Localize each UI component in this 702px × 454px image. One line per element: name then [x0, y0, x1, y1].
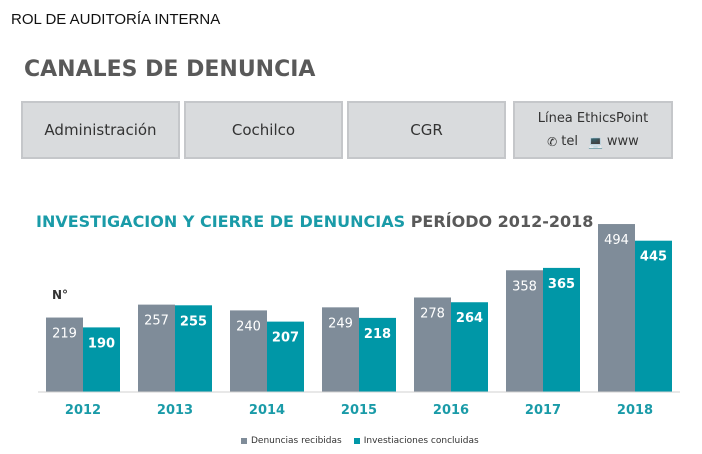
channel-cgr: CGR: [347, 101, 506, 159]
bar-concluded-2012: [83, 327, 120, 392]
data-label-concluded-2018: 445: [640, 250, 667, 265]
bar-concluded-2017: [543, 267, 580, 392]
data-label-concluded-2015: 218: [364, 327, 391, 342]
x-tick-label-2014: 2014: [249, 403, 285, 418]
legend-item-concluded: Investiaciones concluidas: [353, 436, 479, 446]
x-tick-label-2018: 2018: [617, 403, 653, 418]
legend-swatch-concluded: [353, 438, 360, 444]
channel-label: Línea EthicsPoint: [537, 111, 649, 126]
section-title: CANALES DE DENUNCIA: [24, 57, 316, 82]
channel-cochilco: Cochilco: [184, 101, 343, 159]
legend-item-received: Denuncias recibidas: [241, 436, 342, 446]
data-label-received-2015: 249: [328, 316, 353, 331]
x-tick-label-2016: 2016: [433, 403, 469, 418]
page-header-label: ROL DE AUDITORÍA INTERNA: [11, 11, 221, 28]
channel-ethicspoint: Línea EthicsPoint ✆ tel 💻 www: [513, 101, 673, 159]
bar-concluded-2014: [267, 321, 304, 392]
bar-received-2014: [230, 310, 267, 392]
bar-received-2015: [322, 307, 359, 392]
data-label-concluded-2012: 190: [88, 336, 115, 351]
data-label-received-2013: 257: [144, 314, 169, 329]
legend-swatch-received: [241, 438, 247, 444]
chart-title-part2: PERÍODO 2012-2018: [410, 212, 594, 231]
x-tick-label-2015: 2015: [341, 403, 377, 418]
bar-received-2013: [138, 304, 175, 392]
data-label-concluded-2017: 365: [548, 277, 575, 292]
bar-concluded-2018: [635, 240, 672, 392]
chart-title: INVESTIGACION Y CIERRE DE DENUNCIAS PERÍ…: [36, 212, 593, 231]
y-unit-label: N°: [52, 288, 69, 302]
data-label-concluded-2016: 264: [456, 311, 483, 326]
web-label: www: [606, 134, 639, 149]
bar-concluded-2015: [359, 317, 396, 392]
data-label-received-2012: 219: [52, 327, 77, 342]
bar-received-2016: [414, 297, 451, 392]
bar-received-2018: [598, 224, 635, 392]
chart-title-part1: INVESTIGACION Y CIERRE DE DENUNCIAS: [36, 212, 406, 231]
bar-received-2012: [46, 317, 83, 392]
data-label-concluded-2014: 207: [272, 331, 299, 346]
x-tick-label-2012: 2012: [65, 403, 101, 418]
data-label-concluded-2013: 255: [180, 314, 207, 329]
channel-label: CGR: [410, 121, 443, 139]
channel-label: Cochilco: [231, 121, 296, 139]
laptop-icon: 💻: [587, 134, 603, 149]
data-label-received-2017: 358: [512, 279, 537, 294]
data-label-received-2018: 494: [604, 233, 629, 248]
phone-icon: ✆: [547, 134, 558, 149]
legend-label-received: Denuncias recibidas: [251, 436, 342, 446]
bar-received-2017: [506, 270, 543, 392]
x-tick-label-2017: 2017: [525, 403, 561, 418]
chart-legend: Denuncias recibidas Investiaciones concl…: [241, 436, 491, 446]
channel-administracion: Administración: [21, 101, 180, 159]
channel-label: Administración: [44, 121, 157, 139]
data-label-received-2016: 278: [420, 306, 445, 321]
data-label-received-2014: 240: [236, 319, 261, 334]
legend-label-concluded: Investiaciones concluidas: [363, 436, 479, 446]
x-tick-label-2013: 2013: [157, 403, 193, 418]
channel-boxes: Administración Cochilco CGR Línea Ethics…: [21, 101, 673, 159]
bar-concluded-2013: [175, 305, 212, 392]
bar-concluded-2016: [451, 302, 488, 392]
tel-label: tel: [561, 134, 578, 149]
